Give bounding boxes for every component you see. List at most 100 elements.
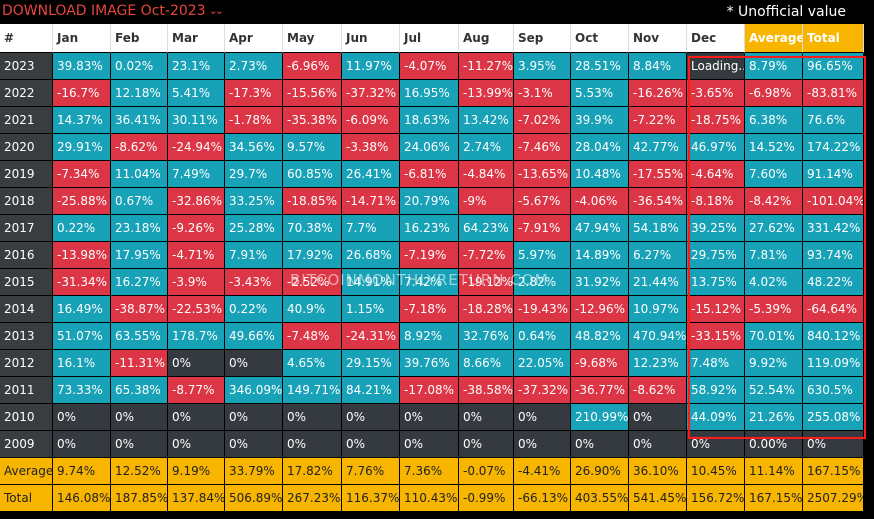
table-row-2009: 2009 0% 0% 0% 0% 0% 0% 0% 0% 0% 0% 0% 0% 0.00% 0%: [0, 431, 866, 458]
return-cell-feb: 23.18%: [111, 215, 168, 242]
footer-cell-feb: 12.52%: [111, 458, 168, 485]
year-label: 2009: [0, 431, 53, 458]
return-cell-aug: 2.74%: [459, 134, 514, 161]
footer-cell-aug: -0.07%: [459, 458, 514, 485]
return-cell-feb: 17.95%: [111, 242, 168, 269]
footer-cell-apr: 506.89%: [225, 485, 283, 512]
return-cell-total: 840.12%: [803, 323, 864, 350]
table-row-2016: 2016 -13.98% 17.95% -4.71% 7.91% 17.92% 26.68%…: [0, 242, 866, 269]
return-cell-average: 70.01%: [745, 323, 803, 350]
return-cell-average: 21.26%: [745, 404, 803, 431]
return-cell-jan: 39.83%: [53, 53, 111, 80]
return-cell-jul: -7.18%: [400, 296, 459, 323]
return-cell-aug: 0%: [459, 404, 514, 431]
return-cell-total: 96.65%: [803, 53, 864, 80]
return-cell-sep: -13.65%: [514, 161, 571, 188]
return-cell-jan: -13.98%: [53, 242, 111, 269]
year-label: 2023: [0, 53, 53, 80]
footer-cell-dec: 156.72%: [687, 485, 745, 512]
footer-cell-nov: 541.45%: [629, 485, 687, 512]
return-cell-nov: -17.55%: [629, 161, 687, 188]
footer-cell-aug: -0.99%: [459, 485, 514, 512]
return-cell-average: 6.38%: [745, 107, 803, 134]
return-cell-sep: -7.02%: [514, 107, 571, 134]
return-cell-sep: -19.43%: [514, 296, 571, 323]
return-cell-jul: 8.92%: [400, 323, 459, 350]
table-row-2012: 2012 16.1% -11.31% 0% 0% 4.65% 29.15% 39.76% 8.6…: [0, 350, 866, 377]
return-cell-sep: 3.95%: [514, 53, 571, 80]
table-row-2014: 2014 16.49% -38.87% -22.53% 0.22% 40.9% 1.15% -…: [0, 296, 866, 323]
return-cell-feb: 63.55%: [111, 323, 168, 350]
column-header-year: #: [0, 24, 53, 53]
return-cell-sep: 22.05%: [514, 350, 571, 377]
footer-cell-sep: -66.13%: [514, 485, 571, 512]
return-cell-mar: 0%: [168, 431, 225, 458]
download-image-button[interactable]: DOWNLOAD IMAGE Oct-2023 ⌄⌄: [2, 3, 224, 19]
return-cell-dec: 58.92%: [687, 377, 745, 404]
return-cell-jan: -16.7%: [53, 80, 111, 107]
return-cell-jul: 0%: [400, 404, 459, 431]
footer-cell-oct: 403.55%: [571, 485, 629, 512]
footer-cell-sep: -4.41%: [514, 458, 571, 485]
return-cell-aug: -18.28%: [459, 296, 514, 323]
footer-cell-mar: 9.19%: [168, 458, 225, 485]
return-cell-oct: 0%: [571, 431, 629, 458]
footer-cell-may: 267.23%: [283, 485, 342, 512]
return-cell-dec: 0%: [687, 431, 745, 458]
return-cell-total: 331.42%: [803, 215, 864, 242]
return-cell-jan: 51.07%: [53, 323, 111, 350]
return-cell-jun: 7.7%: [342, 215, 400, 242]
return-cell-aug: -38.58%: [459, 377, 514, 404]
return-cell-jun: 26.41%: [342, 161, 400, 188]
return-cell-mar: 7.49%: [168, 161, 225, 188]
column-header-sep: Sep: [514, 24, 571, 53]
year-label: 2019: [0, 161, 53, 188]
table-row-2017: 2017 0.22% 23.18% -9.26% 25.28% 70.38% 7.7% 16.…: [0, 215, 866, 242]
return-cell-sep: -7.46%: [514, 134, 571, 161]
return-cell-jan: 73.33%: [53, 377, 111, 404]
return-cell-feb: 16.27%: [111, 269, 168, 296]
column-header-jul: Jul: [400, 24, 459, 53]
year-label: 2020: [0, 134, 53, 161]
return-cell-apr: 0%: [225, 404, 283, 431]
return-cell-sep: 0.64%: [514, 323, 571, 350]
return-cell-total: -101.04%: [803, 188, 864, 215]
column-header-oct: Oct: [571, 24, 629, 53]
column-header-jun: Jun: [342, 24, 400, 53]
return-cell-feb: 0.67%: [111, 188, 168, 215]
return-cell-apr: 0%: [225, 350, 283, 377]
return-cell-may: -2.52%: [283, 269, 342, 296]
return-cell-may: -18.85%: [283, 188, 342, 215]
return-cell-apr: -17.3%: [225, 80, 283, 107]
year-label: 2018: [0, 188, 53, 215]
return-cell-feb: -11.31%: [111, 350, 168, 377]
return-cell-nov: -16.26%: [629, 80, 687, 107]
year-label: 2022: [0, 80, 53, 107]
table-row-2013: 2013 51.07% 63.55% 178.7% 49.66% -7.48% -24.31…: [0, 323, 866, 350]
return-cell-dec: 7.48%: [687, 350, 745, 377]
footer-cell-jun: 116.37%: [342, 485, 400, 512]
return-cell-may: -15.56%: [283, 80, 342, 107]
return-cell-jul: -7.19%: [400, 242, 459, 269]
table-row-2015: 2015 -31.34% 16.27% -3.9% -3.43% -2.52% 14.91%…: [0, 269, 866, 296]
return-cell-dec: -4.64%: [687, 161, 745, 188]
return-cell-jul: 0%: [400, 431, 459, 458]
footer-cell-may: 17.82%: [283, 458, 342, 485]
return-cell-jun: -24.31%: [342, 323, 400, 350]
return-cell-oct: 10.48%: [571, 161, 629, 188]
return-cell-jul: 16.23%: [400, 215, 459, 242]
return-cell-sep: -7.91%: [514, 215, 571, 242]
return-cell-average: 4.02%: [745, 269, 803, 296]
return-cell-aug: -4.84%: [459, 161, 514, 188]
return-cell-total: 48.22%: [803, 269, 864, 296]
footer-cell-oct: 26.90%: [571, 458, 629, 485]
download-image-label: DOWNLOAD IMAGE Oct-2023: [2, 3, 206, 19]
return-cell-feb: 12.18%: [111, 80, 168, 107]
return-cell-dec: -8.18%: [687, 188, 745, 215]
return-cell-total: 0%: [803, 431, 864, 458]
column-header-feb: Feb: [111, 24, 168, 53]
return-cell-jul: -4.07%: [400, 53, 459, 80]
footer-cell-dec: 10.45%: [687, 458, 745, 485]
return-cell-average: -6.98%: [745, 80, 803, 107]
return-cell-total: 630.5%: [803, 377, 864, 404]
